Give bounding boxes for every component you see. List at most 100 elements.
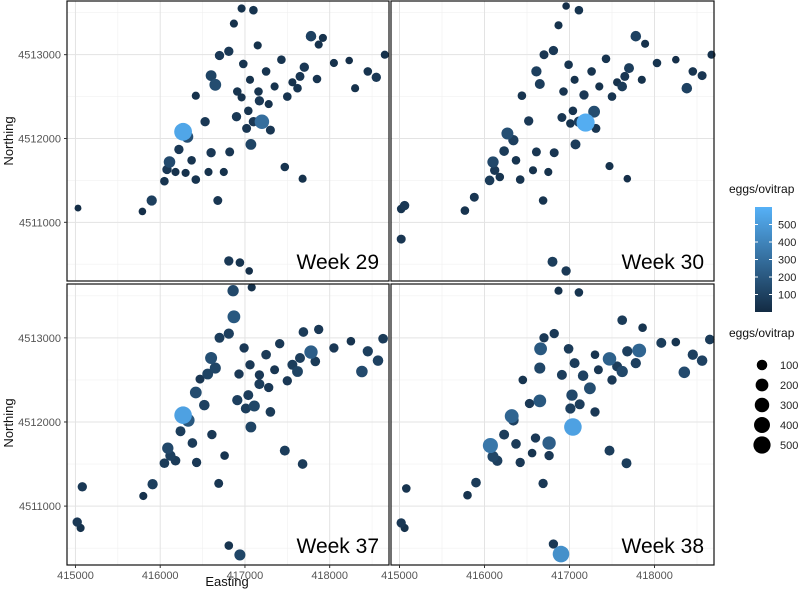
data-point [396, 234, 406, 244]
data-point [524, 398, 535, 409]
data-point [511, 156, 521, 165]
data-point [245, 421, 257, 433]
size-legend-label: 300 [780, 400, 798, 412]
data-point [538, 196, 548, 205]
data-point [504, 409, 519, 424]
data-point [471, 477, 481, 488]
data-point [621, 458, 632, 469]
data-point [548, 45, 559, 56]
data-point [162, 442, 174, 454]
x-tick-label: 416000 [466, 570, 503, 582]
data-point [595, 82, 604, 91]
data-point [363, 67, 373, 76]
size-legend-label: 500 [780, 440, 798, 452]
data-point [487, 156, 499, 168]
size-legend-label: 400 [780, 420, 798, 432]
data-point [245, 138, 257, 150]
data-point [687, 349, 698, 360]
data-point [688, 67, 698, 76]
data-point [517, 91, 527, 100]
data-point [174, 144, 184, 155]
data-point [298, 174, 307, 183]
y-axis-title-top: Northing [1, 116, 16, 165]
y-tick-label: 4512000 [18, 133, 61, 145]
data-point [254, 114, 270, 129]
data-point [318, 33, 327, 42]
data-point [254, 87, 263, 96]
data-point [499, 429, 510, 440]
data-point [225, 147, 235, 157]
data-point [191, 91, 200, 100]
size-legend-title: eggs/ovitrap [729, 326, 795, 340]
data-point [696, 355, 708, 366]
panel-week-2: Week 30 [390, 0, 716, 282]
color-legend-tick-label: 100 [778, 290, 796, 302]
x-tick-label: 415000 [381, 570, 418, 582]
data-point [604, 445, 615, 456]
y-tick-label: 4513000 [18, 50, 61, 62]
data-point [243, 390, 254, 401]
data-point [530, 433, 541, 443]
data-point [219, 167, 228, 177]
y-tick-label: 4512000 [18, 417, 61, 429]
data-point [638, 323, 647, 333]
data-point [181, 168, 190, 177]
week-label: Week 38 [622, 535, 705, 558]
data-point [261, 67, 271, 76]
y-axis-title-bottom: Northing [1, 398, 16, 447]
data-point [187, 156, 196, 165]
data-point [487, 450, 499, 463]
data-point [402, 484, 411, 493]
data-point [346, 336, 356, 346]
data-point [630, 357, 641, 369]
data-point [356, 365, 368, 378]
data-point [554, 21, 563, 30]
data-point [697, 71, 707, 81]
data-point [242, 123, 252, 133]
data-point [566, 389, 578, 401]
data-point [501, 127, 514, 140]
data-point [607, 375, 617, 385]
data-point [590, 407, 600, 417]
data-point [265, 125, 275, 135]
data-point [265, 407, 276, 417]
color-legend-ticks: 100 200 300 400 500 [755, 220, 796, 302]
data-point [239, 59, 248, 69]
data-point [191, 457, 202, 468]
data-point [549, 328, 559, 339]
data-point [275, 339, 285, 349]
data-point [304, 345, 318, 359]
data-point [587, 67, 596, 76]
data-point [641, 39, 650, 48]
y-tick-label: 4511000 [19, 501, 61, 513]
data-point [223, 328, 234, 339]
data-point [518, 375, 528, 385]
week-label: Week 30 [622, 251, 705, 274]
data-point [704, 334, 715, 345]
data-point [235, 258, 245, 267]
data-point [237, 4, 246, 13]
data-point [463, 490, 472, 500]
panel-background [67, 284, 389, 565]
data-point [277, 55, 286, 64]
data-point [605, 162, 614, 171]
data-point [499, 146, 509, 156]
data-point [616, 365, 628, 378]
data-point [574, 399, 585, 410]
data-point [574, 5, 584, 15]
data-point [312, 74, 322, 84]
data-point [672, 55, 680, 64]
panels-group: Week 29 4511000 4512000 4513000 Week 30 Week … [18, 0, 716, 582]
data-point [617, 315, 628, 326]
data-point [282, 376, 292, 386]
data-point [163, 156, 176, 168]
data-point [632, 343, 647, 358]
data-point [240, 403, 251, 414]
data-point [533, 394, 547, 408]
data-point [270, 82, 279, 91]
data-point [534, 342, 547, 356]
data-point [607, 92, 617, 101]
data-point [652, 58, 662, 68]
panel-week-1: Week 29 4511000 4512000 4513000 [18, 0, 390, 282]
data-point [574, 288, 584, 297]
